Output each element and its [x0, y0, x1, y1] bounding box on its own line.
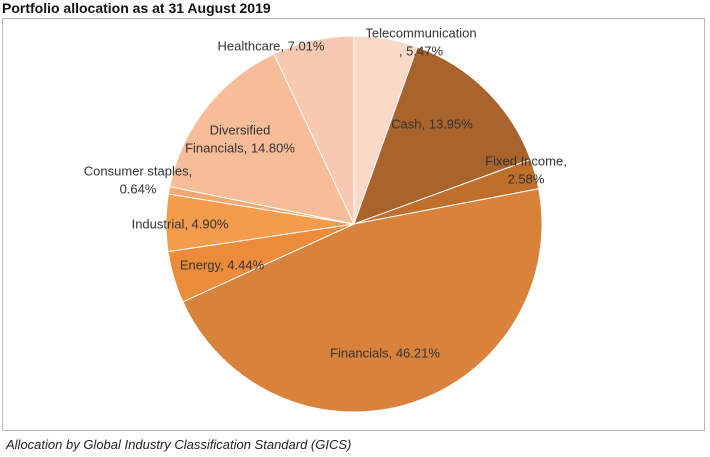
data-label-industrial: Industrial, 4.90%: [132, 216, 229, 231]
data-label-fixed-income: Fixed Income, 2.58%: [485, 153, 567, 186]
data-label-healthcare: Healthcare, 7.01%: [218, 38, 325, 53]
data-label-telecommunication: Telecommunication, 5.47%: [365, 25, 476, 58]
data-label-consumer-staples: Consumer staples, 0.64%: [84, 163, 192, 196]
pie-slice-cash: [353, 46, 532, 225]
pie-slice-financials: [182, 188, 543, 413]
data-label-diversified-financials: Diversified Financials, 14.80%: [185, 122, 295, 155]
data-label-cash: Cash, 13.95%: [391, 116, 473, 131]
chart-title: Portfolio allocation as at 31 August 201…: [2, 0, 271, 16]
pie-slice-healthcare: [273, 35, 355, 225]
data-label-financials: Financials, 46.21%: [330, 345, 440, 360]
data-label-energy: Energy, 4.44%: [180, 257, 265, 272]
pie-slice-diversified-financials: [169, 53, 355, 225]
chart-caption: Allocation by Global Industry Classifica…: [6, 437, 352, 452]
